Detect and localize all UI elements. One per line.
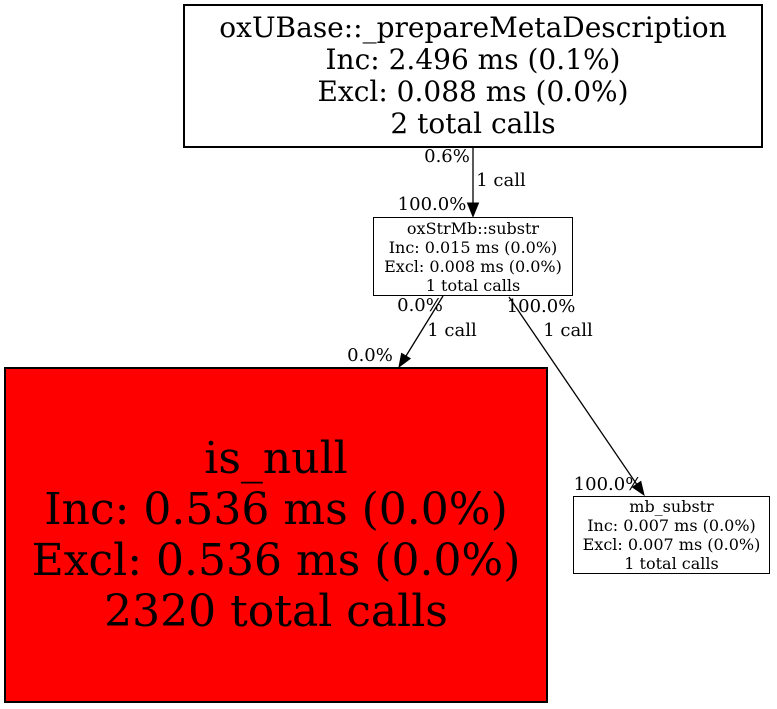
node-inclusive-time: Inc: 0.015 ms (0.0%)	[388, 237, 558, 257]
arrowhead-icon	[398, 352, 412, 369]
node-function-name: is_null	[204, 433, 348, 484]
node-mb-substr: mb_substr Inc: 0.007 ms (0.0%) Excl: 0.0…	[573, 496, 770, 574]
edge-root-to-substr	[466, 148, 480, 218]
edge-label-call-count: 1 call	[476, 170, 526, 191]
edge-label-source-percent: 0.0%	[397, 295, 443, 316]
node-total-calls: 1 total calls	[624, 554, 719, 573]
edge-label-target-percent: 100.0%	[397, 194, 467, 215]
node-exclusive-time: Excl: 0.536 ms (0.0%)	[31, 535, 521, 586]
node-inclusive-time: Inc: 0.536 ms (0.0%)	[44, 484, 508, 535]
node-total-calls: 2 total calls	[390, 107, 556, 140]
node-exclusive-time: Excl: 0.008 ms (0.0%)	[384, 256, 562, 276]
arrowhead-icon	[466, 202, 480, 218]
node-function-name: oxStrMb::substr	[406, 218, 540, 238]
edge-substr-to-is-null	[398, 295, 444, 369]
node-function-name: oxUBase::_prepareMetaDescription	[219, 11, 727, 44]
edge-label-target-percent: 0.0%	[347, 345, 393, 366]
node-oxstrmb-substr: oxStrMb::substr Inc: 0.015 ms (0.0%) Exc…	[373, 217, 573, 296]
edge-label-call-count: 1 call	[427, 320, 477, 341]
edge-label-source-percent: 100.0%	[506, 296, 576, 317]
node-oxubase-prepare-meta-description: oxUBase::_prepareMetaDescription Inc: 2.…	[183, 4, 763, 148]
edge-substr-to-mb-substr	[508, 296, 645, 497]
edge-label-target-percent: 100.0%	[573, 474, 643, 495]
node-is-null: is_null Inc: 0.536 ms (0.0%) Excl: 0.536…	[4, 367, 548, 703]
node-total-calls: 2320 total calls	[104, 586, 448, 637]
node-function-name: mb_substr	[629, 497, 714, 516]
node-inclusive-time: Inc: 0.007 ms (0.0%)	[587, 516, 756, 535]
edge-label-call-count: 1 call	[543, 320, 593, 341]
node-total-calls: 1 total calls	[425, 275, 521, 295]
node-exclusive-time: Excl: 0.007 ms (0.0%)	[582, 535, 761, 554]
arrowhead-icon	[631, 480, 645, 497]
node-inclusive-time: Inc: 2.496 ms (0.1%)	[325, 43, 621, 76]
node-exclusive-time: Excl: 0.088 ms (0.0%)	[317, 75, 629, 108]
edge-label-source-percent: 0.6%	[424, 146, 470, 167]
